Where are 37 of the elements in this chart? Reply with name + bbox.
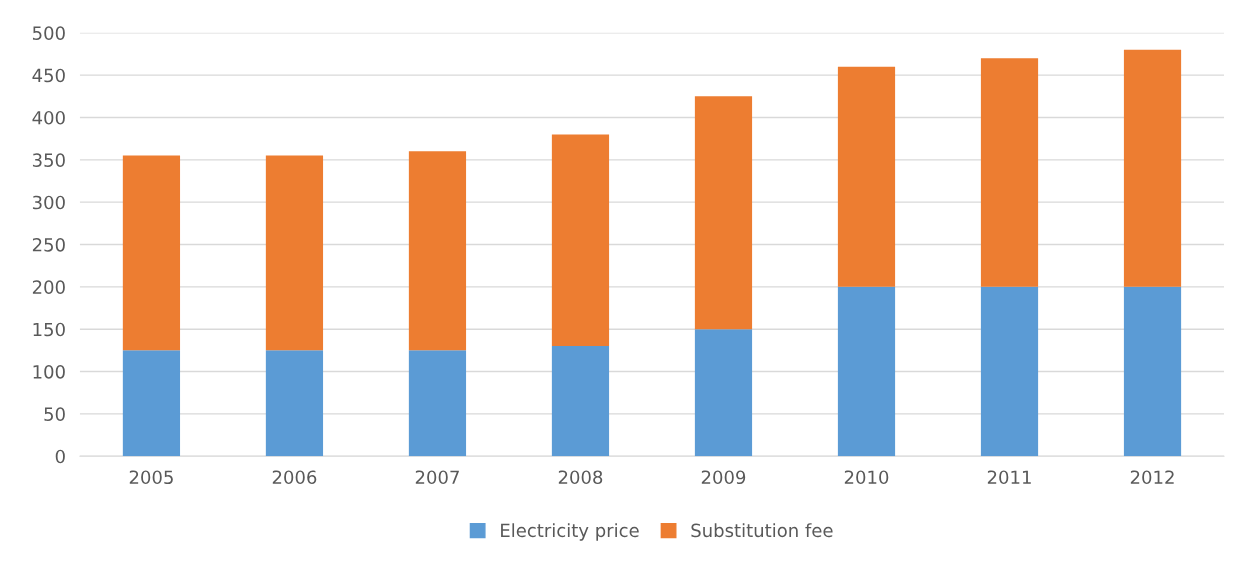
legend-label: Electricity price [501, 523, 639, 541]
bar [1123, 286, 1182, 457]
bar [265, 350, 324, 457]
y-tick-label: 150 [33, 322, 65, 337]
bar [408, 151, 467, 351]
bar [837, 66, 896, 287]
bar [122, 350, 181, 457]
x-tick-label: 2012 [1130, 470, 1174, 485]
x-tick-label: 2007 [415, 470, 459, 485]
y-tick-label: 50 [44, 407, 65, 421]
x-tick-label: 2008 [558, 470, 603, 485]
bar [122, 155, 181, 351]
y-tick-label: 100 [33, 364, 65, 379]
bar [551, 134, 610, 347]
y-tick-label: 300 [32, 195, 65, 210]
x-tick-label: 2005 [129, 470, 173, 485]
y-tick-label: 400 [32, 110, 65, 125]
bar [694, 96, 753, 330]
bar [980, 58, 1039, 287]
bar [265, 155, 324, 351]
x-tick-label: 2010 [844, 470, 889, 485]
x-tick-label: 2011 [987, 470, 1031, 485]
bar [1123, 49, 1182, 287]
y-tick-label: 0 [55, 449, 65, 464]
bar [408, 350, 467, 457]
x-tick-label: 2009 [701, 470, 746, 485]
bar [837, 286, 896, 457]
y-tick-label: 500 [32, 26, 65, 40]
y-tick-label: 450 [32, 68, 65, 83]
bar [694, 329, 753, 457]
bar [980, 286, 1039, 457]
y-tick-label: 250 [32, 237, 65, 252]
legend-label: Substitution fee [691, 523, 833, 538]
y-tick-label: 200 [32, 280, 65, 294]
y-tick-label: 350 [32, 153, 65, 167]
x-tick-label: 2006 [272, 470, 317, 485]
bar [551, 346, 610, 457]
